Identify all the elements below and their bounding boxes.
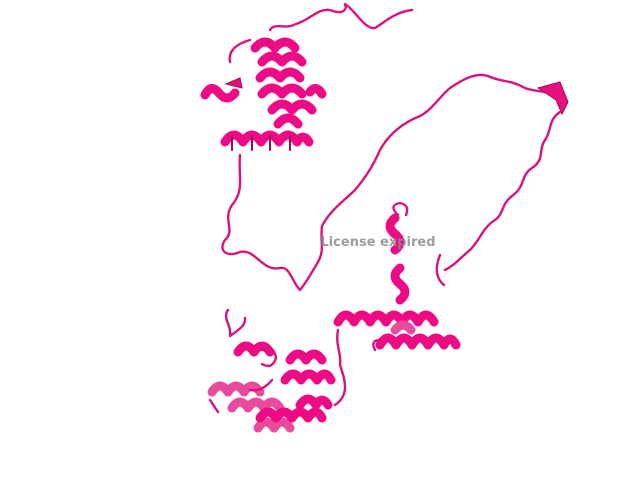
helix-cluster	[207, 308, 347, 433]
protein-cartoon	[200, 2, 569, 433]
loop	[221, 73, 554, 292]
helix-cluster	[333, 201, 461, 352]
loop	[228, 38, 252, 64]
strand	[536, 81, 569, 116]
loop	[268, 2, 414, 32]
helix-cluster	[200, 37, 327, 151]
watermark: License expired	[320, 235, 435, 250]
loop	[443, 110, 562, 272]
